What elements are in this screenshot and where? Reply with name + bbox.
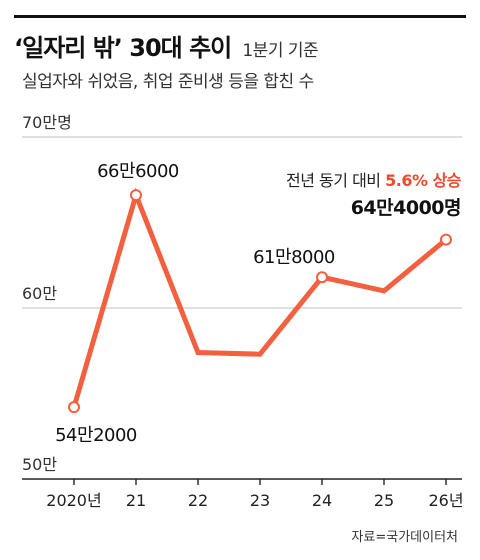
x-axis [73,479,447,485]
title-line: ‘일자리 밖’ 30대 추이 1분기 기준 [14,28,319,63]
x-tick-label: 22 [188,491,208,510]
grid-lines [22,136,462,480]
x-tick-label: 2020년 [46,491,101,510]
x-tick-label: 21 [126,491,146,510]
data-label: 54만2000 [55,425,137,446]
chart-title: ‘일자리 밖’ 30대 추이 [14,34,232,62]
chart-subtitle: 실업자와 쉬었음, 취업 준비생 등을 합친 수 [22,72,314,92]
x-tick-label: 25 [374,491,394,510]
y-tick-label: 50만 [22,455,57,474]
annotation-value: 64만4000명 [351,197,461,219]
y-tick-label: 70만명 [22,113,72,132]
data-point-marker [68,401,80,414]
data-point-marker [440,233,452,246]
series-line [71,187,448,408]
title-note: 1분기 기준 [242,41,319,61]
x-tick-label: 26년 [428,491,463,510]
y-tick-label: 60만 [22,284,57,303]
data-label: 66만6000 [97,161,179,182]
series-line-layer [68,187,452,414]
annotation-prefix: 전년 동기 대비 [286,171,385,190]
x-tick-label: 23 [250,491,270,510]
data-point-marker [316,271,328,284]
label-layer: 70만명 60만 50만 2020년 21 22 23 24 25 26년 54만2000 66만60… [22,113,464,510]
source-note: 자료=국가데이터처 [351,530,458,545]
data-label: 61만8000 [253,247,335,268]
top-rule [14,15,466,18]
data-point-marker [130,189,142,202]
annotation-text: 전년 동기 대비 5.6% 상승 [286,171,462,190]
x-tick-label: 24 [312,491,332,510]
annotation-highlight: 5.6% 상승 [385,171,462,190]
